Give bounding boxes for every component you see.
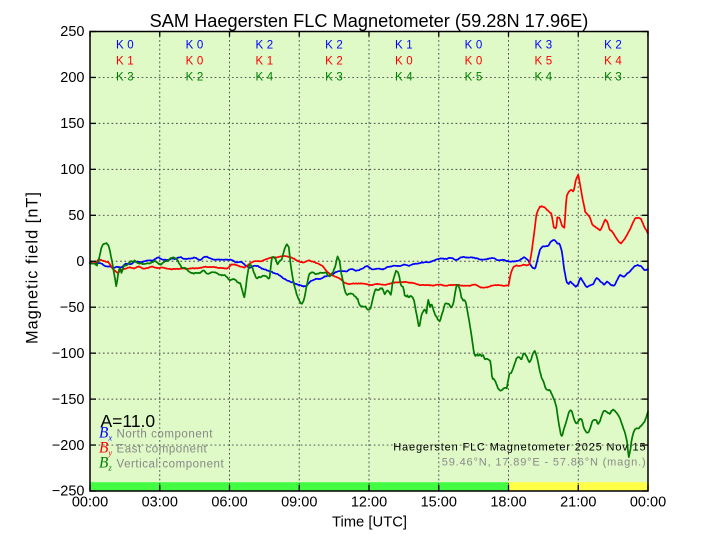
svg-text:−200: −200 <box>52 438 85 454</box>
svg-text:K 1: K 1 <box>395 40 413 52</box>
svg-text:SAM Haegersten FLC Magnetomete: SAM Haegersten FLC Magnetometer (59.28N … <box>150 11 589 31</box>
svg-text:K 0: K 0 <box>395 56 413 68</box>
svg-text:K 3: K 3 <box>116 72 134 84</box>
svg-text:00:00: 00:00 <box>72 495 108 511</box>
svg-text:15:00: 15:00 <box>421 495 457 511</box>
svg-text:0: 0 <box>76 254 84 270</box>
svg-text:A=11.0: A=11.0 <box>101 411 156 431</box>
svg-text:Time [UTC]: Time [UTC] <box>332 515 407 531</box>
svg-text:K 1: K 1 <box>116 56 134 68</box>
svg-text:K 2: K 2 <box>186 72 204 84</box>
svg-text:K 2: K 2 <box>325 56 343 68</box>
svg-text:K 0: K 0 <box>465 56 483 68</box>
svg-text:K 3: K 3 <box>325 72 343 84</box>
svg-text:K 4: K 4 <box>534 72 552 84</box>
svg-text:K 4: K 4 <box>395 72 413 84</box>
svg-text:21:00: 21:00 <box>560 495 596 511</box>
svg-text:K 3: K 3 <box>604 72 622 84</box>
svg-text:K 0: K 0 <box>186 56 204 68</box>
svg-text:North component: North component <box>117 428 214 440</box>
svg-text:00:00: 00:00 <box>630 495 666 511</box>
svg-text:K 0: K 0 <box>465 40 483 52</box>
svg-text:200: 200 <box>60 70 84 86</box>
svg-text:Vertical component: Vertical component <box>117 459 225 471</box>
svg-text:K 5: K 5 <box>465 72 483 84</box>
svg-text:250: 250 <box>60 24 84 40</box>
svg-text:K 2: K 2 <box>325 40 343 52</box>
svg-text:09:00: 09:00 <box>281 495 317 511</box>
svg-text:K 0: K 0 <box>186 40 204 52</box>
svg-text:100: 100 <box>60 162 84 178</box>
svg-text:Haegersten FLC Magnetometer 20: Haegersten FLC Magnetometer 2025 Nov 15 <box>393 442 646 454</box>
svg-text:06:00: 06:00 <box>211 495 247 511</box>
svg-text:−250: −250 <box>52 484 85 500</box>
svg-text:150: 150 <box>60 116 84 132</box>
svg-text:East component: East component <box>117 443 208 455</box>
svg-text:K 1: K 1 <box>255 56 273 68</box>
svg-text:K 0: K 0 <box>116 40 134 52</box>
svg-text:K 4: K 4 <box>255 72 273 84</box>
svg-text:K 2: K 2 <box>604 40 622 52</box>
svg-text:K 5: K 5 <box>534 56 552 68</box>
svg-text:Magnetic field [nT]: Magnetic field [nT] <box>24 191 42 344</box>
svg-text:50: 50 <box>68 208 84 224</box>
svg-text:−100: −100 <box>52 346 85 362</box>
svg-text:−50: −50 <box>60 300 85 316</box>
svg-text:18:00: 18:00 <box>490 495 526 511</box>
svg-text:K 3: K 3 <box>534 40 552 52</box>
svg-text:K 4: K 4 <box>604 56 622 68</box>
svg-text:03:00: 03:00 <box>142 495 178 511</box>
svg-text:K 2: K 2 <box>255 40 273 52</box>
svg-text:59.46°N, 17.89°E - 57.86°N (ma: 59.46°N, 17.89°E - 57.86°N (magn.) <box>442 457 647 469</box>
svg-text:12:00: 12:00 <box>351 495 387 511</box>
svg-text:−150: −150 <box>52 392 85 408</box>
